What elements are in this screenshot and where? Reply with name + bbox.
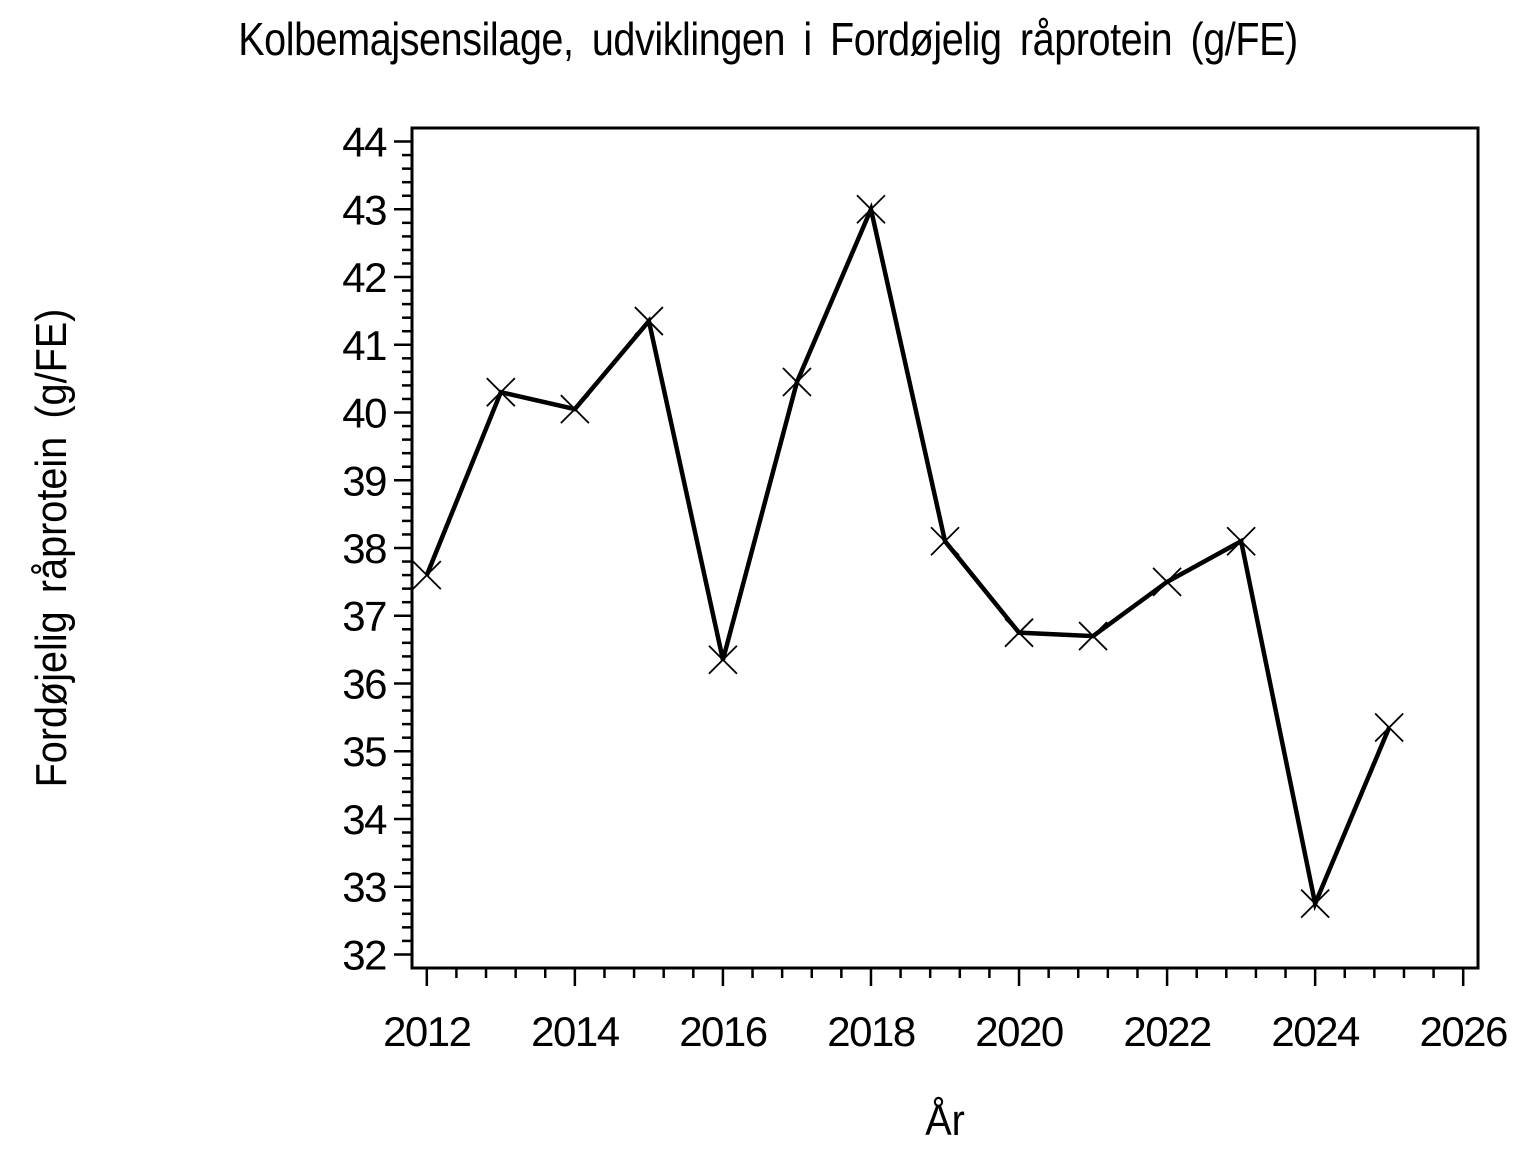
y-tick-label: 39	[342, 457, 386, 504]
x-tick-label: 2024	[1271, 1008, 1360, 1055]
y-tick-label: 35	[342, 728, 386, 775]
y-tick-label: 40	[342, 390, 386, 437]
data-point-marker	[1004, 618, 1034, 648]
data-point-marker	[1152, 567, 1182, 597]
x-tick-label: 2012	[383, 1008, 471, 1055]
data-point-marker	[1300, 889, 1330, 919]
plot-frame	[410, 126, 1480, 970]
x-tick-label: 2020	[975, 1008, 1063, 1055]
data-point-marker	[560, 394, 590, 424]
y-tick-label: 44	[342, 119, 387, 166]
x-tick-label: 2016	[679, 1008, 767, 1055]
y-tick-label: 43	[342, 186, 386, 233]
series-line	[424, 201, 1392, 912]
x-tick-label: 2014	[531, 1008, 620, 1055]
y-tick-label: 32	[342, 931, 386, 978]
y-tick-label: 36	[342, 660, 386, 707]
data-point-marker	[1374, 712, 1404, 743]
data-point-marker	[412, 560, 442, 590]
y-tick-label: 38	[342, 525, 386, 572]
data-point-marker	[782, 367, 812, 397]
data-point-marker	[708, 645, 738, 675]
data-point-marker	[1226, 526, 1256, 556]
y-tick-label: 42	[342, 254, 386, 301]
y-tick-label: 37	[342, 593, 386, 640]
y-tick-label: 33	[342, 864, 386, 911]
chart-title: Kolbemajsensilage, udviklingen i Fordøje…	[238, 13, 1298, 65]
data-point-marker	[930, 526, 960, 556]
x-tick-label: 2018	[827, 1008, 915, 1055]
x-axis-title: År	[925, 1096, 965, 1145]
data-point-marker	[486, 377, 516, 407]
data-point-marker	[634, 306, 664, 336]
y-tick-label: 41	[342, 322, 386, 369]
y-tick-label: 34	[342, 796, 387, 843]
x-tick-label: 2026	[1419, 1008, 1507, 1055]
data-point-marker	[856, 194, 886, 224]
x-tick-label: 2022	[1123, 1008, 1211, 1055]
data-point-marker	[1078, 621, 1108, 651]
